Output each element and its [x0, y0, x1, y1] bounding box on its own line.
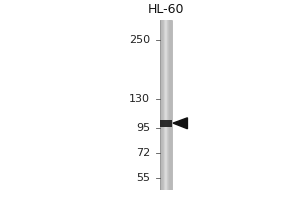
- Text: 55: 55: [136, 173, 150, 183]
- Text: 95: 95: [136, 123, 150, 133]
- Polygon shape: [173, 118, 188, 129]
- Text: 72: 72: [136, 148, 150, 158]
- Bar: [168, 20, 169, 190]
- Bar: [166, 20, 167, 190]
- Bar: [169, 20, 170, 190]
- Bar: [160, 20, 161, 190]
- Text: 250: 250: [129, 35, 150, 45]
- Text: HL-60: HL-60: [148, 3, 184, 16]
- Text: 130: 130: [129, 94, 150, 104]
- Bar: [170, 20, 171, 190]
- Bar: [162, 20, 163, 190]
- Bar: [167, 20, 168, 190]
- Bar: [160, 120, 172, 127]
- Bar: [161, 20, 162, 190]
- Bar: [164, 20, 165, 190]
- Bar: [165, 20, 166, 190]
- Bar: [163, 20, 164, 190]
- Bar: [171, 20, 172, 190]
- Bar: [160, 20, 161, 190]
